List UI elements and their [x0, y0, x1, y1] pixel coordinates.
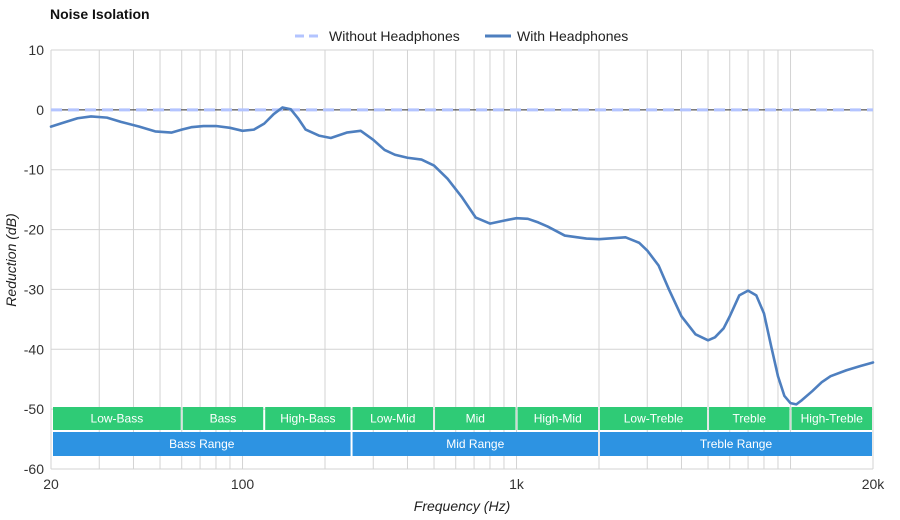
band-label-high-bass: High-Bass [280, 412, 335, 426]
series-lines [49, 106, 875, 406]
x-tick-label: 100 [231, 476, 255, 492]
band-label-mid: Mid [466, 412, 485, 426]
band-label-low-bass: Low-Bass [91, 412, 144, 426]
band-low-mid [352, 407, 434, 430]
band-high-mid [517, 407, 598, 430]
chart-title: Noise Isolation [50, 6, 150, 22]
grid [50, 49, 874, 470]
band-label-low-treble: Low-Treble [624, 412, 684, 426]
band-low-treble [600, 407, 708, 430]
frequency-bands: Low-Bass Bass High-Bass Low-Mid Mid High-Mid L… [53, 407, 872, 456]
band-bass-range [53, 432, 351, 456]
band-label-low-mid: Low-Mid [370, 412, 415, 426]
y-tick-label: -40 [24, 341, 44, 357]
band-bass [182, 407, 264, 430]
band-label-bass: Bass [210, 412, 237, 426]
band-label-bass-range: Bass Range [169, 437, 235, 451]
legend: Without Headphones With Headphones [295, 28, 628, 44]
x-tick-label: 20k [862, 476, 886, 492]
legend-label-without-headphones: Without Headphones [329, 28, 460, 44]
band-mid [435, 407, 516, 430]
band-label-high-mid: High-Mid [534, 412, 582, 426]
legend-label-with-headphones: With Headphones [517, 28, 628, 44]
y-tick-label: -10 [24, 162, 44, 178]
band-mid-range [352, 432, 598, 456]
band-treble [709, 407, 790, 430]
band-low-bass [53, 407, 181, 430]
y-tick-label: 10 [28, 42, 44, 58]
band-high-treble [791, 407, 872, 430]
band-high-bass [265, 407, 351, 430]
x-tick-label: 1k [509, 476, 525, 492]
y-tick-label: -20 [24, 222, 44, 238]
y-axis-label: Reduction (dB) [3, 213, 19, 306]
y-tick-label: -30 [24, 281, 44, 297]
x-tick-label: 20 [43, 476, 59, 492]
series-line-with-headphones [49, 106, 875, 406]
x-axis-label: Frequency (Hz) [414, 498, 510, 514]
band-label-mid-range: Mid Range [446, 437, 504, 451]
y-tick-label: -60 [24, 461, 44, 477]
y-tick-label: -50 [24, 401, 44, 417]
y-tick-label: 0 [36, 102, 44, 118]
band-label-high-treble: High-Treble [801, 412, 864, 426]
band-label-treble: Treble [732, 412, 766, 426]
band-label-treble-range: Treble Range [700, 437, 773, 451]
band-treble-range [600, 432, 872, 456]
